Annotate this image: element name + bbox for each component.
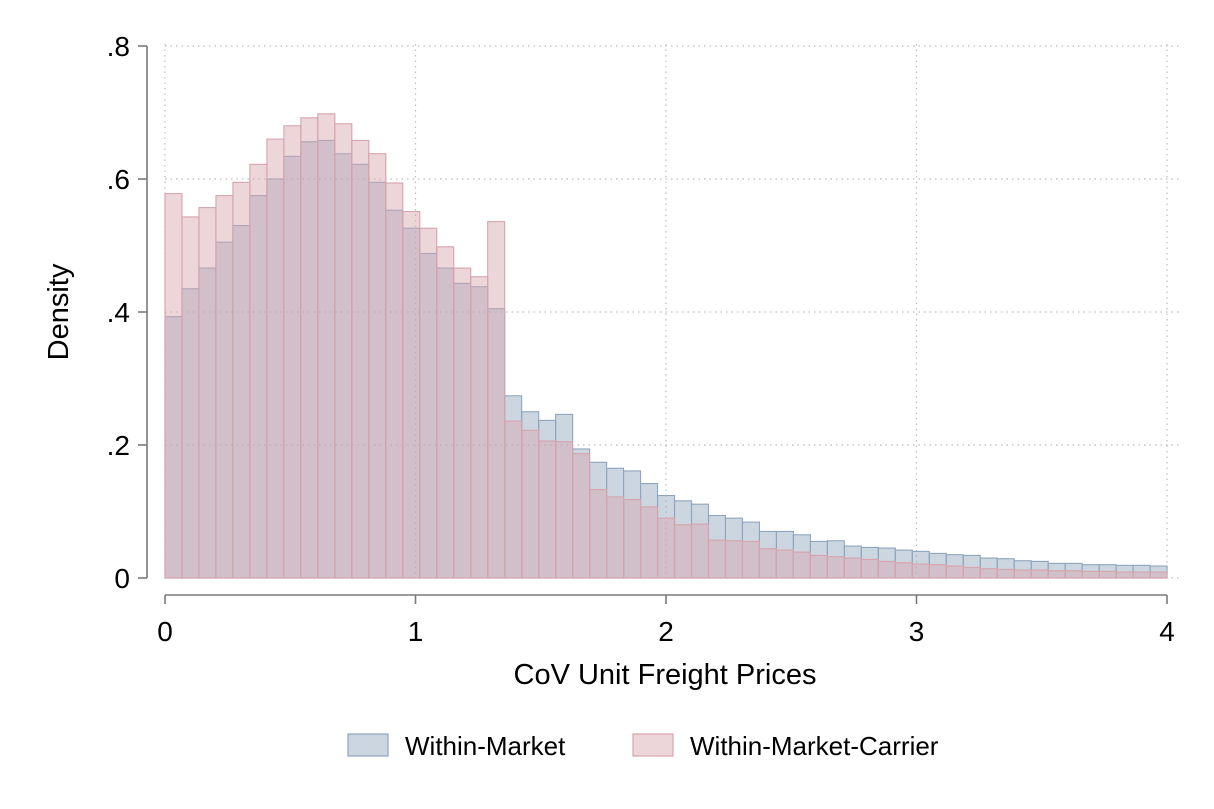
bar-within-market-carrier — [911, 563, 930, 579]
bar-within-market-carrier — [215, 195, 234, 579]
x-tick-label: 1 — [408, 616, 424, 647]
bar-within-market-carrier — [860, 558, 879, 579]
bar-within-market-carrier — [402, 211, 421, 579]
bar-within-market-carrier — [623, 498, 642, 579]
bar-within-market-carrier — [572, 453, 591, 579]
legend-swatch-within-market-carrier — [632, 733, 674, 757]
x-axis-ticks: 0 1 2 3 4 — [157, 595, 1175, 647]
y-axis-ticks: 0 .2 .4 .6 .8 — [107, 31, 147, 594]
bar-within-market-carrier — [198, 207, 217, 579]
series-within-market-bars — [164, 139, 1168, 579]
bar-within-market-carrier — [453, 267, 472, 579]
bar-within-market-carrier — [1047, 570, 1066, 579]
y-tick-label: .6 — [107, 164, 130, 195]
bar-within-market-carrier — [1098, 570, 1117, 579]
bar-within-market-carrier — [724, 540, 744, 579]
bar-within-market-carrier — [758, 548, 777, 579]
bar-within-market-carrier — [962, 566, 981, 579]
bar-within-market-carrier — [1030, 569, 1049, 579]
y-tick-label: .8 — [107, 31, 130, 62]
bar-within-market-carrier — [521, 429, 540, 579]
series-within-market-carrier-bars — [164, 113, 1168, 579]
legend-swatch-within-market — [347, 733, 389, 757]
bar-within-market-carrier — [1081, 570, 1100, 579]
bar-within-market-carrier — [283, 125, 302, 579]
y-tick-label: 0 — [114, 563, 130, 594]
bar-within-market-carrier — [775, 549, 794, 579]
legend-label-within-market-carrier: Within-Market-Carrier — [690, 731, 939, 761]
bar-within-market-carrier — [419, 227, 438, 579]
x-tick-label: 4 — [1159, 616, 1175, 647]
bar-within-market-carrier — [385, 182, 404, 579]
bar-within-market-carrier — [996, 568, 1015, 579]
bar-within-market-carrier — [470, 276, 489, 579]
x-tick-label: 0 — [157, 616, 173, 647]
bar-within-market-carrier — [555, 441, 574, 579]
bar-within-market-carrier — [606, 496, 625, 579]
bar-within-market-carrier — [1149, 571, 1168, 579]
bar-within-market-carrier — [266, 138, 285, 579]
bar-within-market-carrier — [1115, 571, 1134, 579]
y-axis-title: Density — [43, 263, 75, 360]
bar-within-market-carrier — [877, 560, 896, 579]
bar-within-market-carrier — [673, 524, 693, 579]
bar-within-market-carrier — [589, 489, 608, 579]
bar-within-market-carrier — [979, 568, 998, 579]
bar-within-market-carrier — [843, 557, 862, 579]
y-tick-label: .4 — [107, 297, 130, 328]
bar-within-market-carrier — [436, 246, 455, 579]
bar-within-market-carrier — [181, 216, 200, 579]
bar-within-market-carrier — [249, 163, 268, 579]
y-tick-label: .2 — [107, 430, 130, 461]
bar-within-market-carrier — [351, 139, 370, 579]
bar-within-market-carrier — [945, 565, 964, 579]
legend-label-within-market: Within-Market — [405, 731, 566, 761]
bar-within-market-carrier — [928, 564, 947, 579]
bar-within-market-carrier — [741, 540, 760, 579]
bar-within-market-carrier — [894, 562, 913, 579]
bar-within-market-carrier — [334, 123, 353, 579]
bar-within-market-carrier — [317, 113, 336, 579]
bar-within-market-carrier — [538, 440, 557, 579]
grid-lines — [164, 44, 1181, 579]
bar-within-market-carrier — [300, 117, 319, 579]
bar-within-market-carrier — [792, 551, 811, 579]
bar-within-market-carrier — [826, 556, 845, 579]
bar-within-market-carrier — [639, 506, 659, 579]
bar-within-market-carrier — [368, 153, 387, 579]
bar-within-market-carrier — [232, 181, 251, 579]
bar-within-market-carrier — [164, 193, 183, 579]
bar-within-market-carrier — [809, 554, 828, 579]
bar-within-market-carrier — [1132, 571, 1151, 579]
bar-within-market-carrier — [707, 539, 727, 579]
x-tick-label: 2 — [658, 616, 674, 647]
x-axis-title: CoV Unit Freight Prices — [514, 659, 817, 691]
bar-within-market-carrier — [1013, 569, 1032, 579]
bar-within-market-carrier — [487, 221, 506, 579]
legend: Within-Market Within-Market-Carrier — [347, 731, 939, 761]
bar-within-market-carrier — [690, 523, 710, 579]
bar-within-market-carrier — [656, 517, 676, 579]
bar-within-market-carrier — [504, 420, 523, 579]
x-tick-label: 3 — [909, 616, 925, 647]
bar-within-market-carrier — [1064, 570, 1083, 579]
